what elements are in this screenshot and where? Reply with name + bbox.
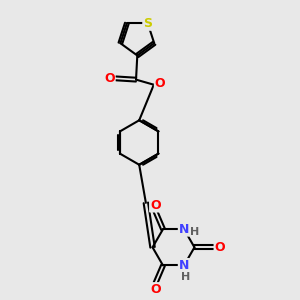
Text: N: N [179,223,189,236]
Text: N: N [179,259,189,272]
Text: O: O [155,77,166,90]
Text: H: H [190,227,200,237]
Text: O: O [150,283,161,296]
Text: H: H [181,272,190,282]
Text: O: O [214,241,225,254]
Text: O: O [150,199,161,212]
Text: O: O [104,72,115,85]
Text: S: S [143,17,152,30]
